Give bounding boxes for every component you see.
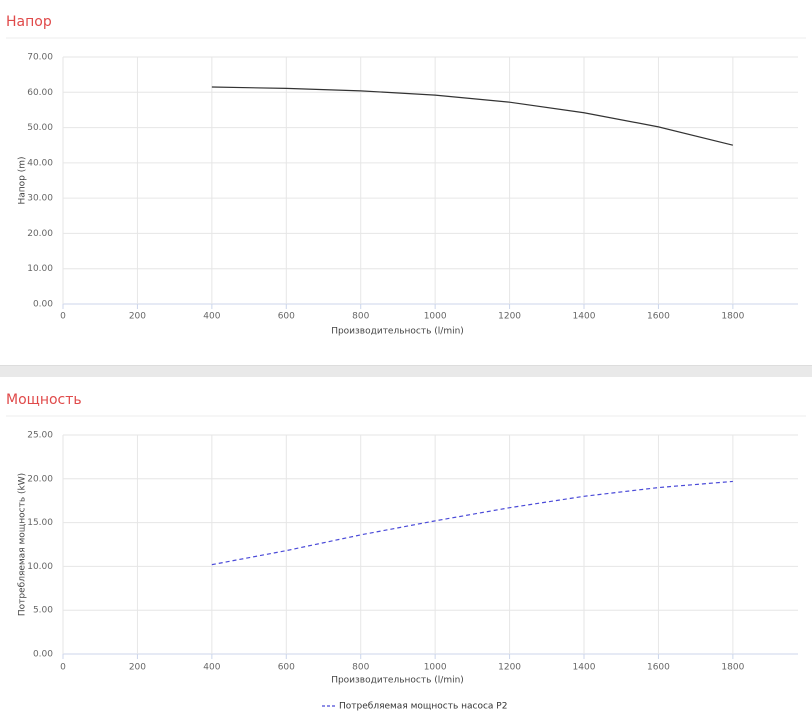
x-tick-label: 800 [352, 312, 369, 322]
y-tick-label: 5.00 [33, 606, 53, 616]
x-tick-label: 200 [129, 663, 146, 673]
x-tick-label: 1200 [498, 312, 521, 322]
separator [0, 365, 812, 377]
x-axis-label: Производительность (l/min) [331, 676, 464, 686]
y-tick-label: 0.00 [33, 650, 53, 660]
legend-label: Потребляемая мощность насоса P2 [339, 702, 507, 712]
x-tick-label: 1800 [721, 312, 744, 322]
y-tick-label: 40.00 [27, 158, 53, 168]
x-tick-label: 1000 [424, 663, 447, 673]
y-tick-label: 30.00 [27, 194, 53, 204]
x-tick-label: 1800 [721, 663, 744, 673]
x-tick-label: 400 [203, 312, 220, 322]
chart-title: Мощность [6, 392, 82, 408]
y-tick-label: 25.00 [27, 431, 53, 441]
y-tick-label: 70.00 [27, 53, 53, 63]
y-tick-label: 10.00 [27, 562, 53, 572]
x-axis-label: Производительность (l/min) [331, 327, 464, 337]
x-tick-label: 0 [60, 663, 66, 673]
y-tick-label: 50.00 [27, 123, 53, 133]
x-tick-label: 400 [203, 663, 220, 673]
x-tick-label: 600 [278, 663, 295, 673]
y-tick-label: 15.00 [27, 518, 53, 528]
y-tick-label: 60.00 [27, 88, 53, 98]
head-chart: Напор 0.00 10.00 20.00 30.00 40.00 50.00 60.00 7… [6, 14, 806, 337]
x-tick-label: 600 [278, 312, 295, 322]
y-axis-label: Напор (m) [18, 156, 28, 204]
x-tick-label: 1600 [647, 312, 670, 322]
x-tick-label: 1200 [498, 663, 521, 673]
power-chart: Мощность 0.00 5.00 10.00 15.00 20.00 25.00 0 200… [6, 392, 806, 712]
data-line [211, 86, 734, 146]
x-tick-label: 200 [129, 312, 146, 322]
x-tick-label: 800 [352, 663, 369, 673]
x-tick-label: 1400 [573, 312, 596, 322]
chart-title: Напор [6, 14, 52, 30]
y-axis-label: Потребляемая мощность (kW) [18, 473, 28, 616]
x-tick-label: 0 [60, 312, 66, 322]
y-tick-label: 10.00 [27, 264, 53, 274]
x-tick-label: 1400 [573, 663, 596, 673]
y-tick-label: 20.00 [27, 229, 53, 239]
y-tick-label: 0.00 [33, 300, 53, 310]
y-tick-label: 20.00 [27, 474, 53, 484]
x-tick-label: 1000 [424, 312, 447, 322]
x-tick-label: 1600 [647, 663, 670, 673]
